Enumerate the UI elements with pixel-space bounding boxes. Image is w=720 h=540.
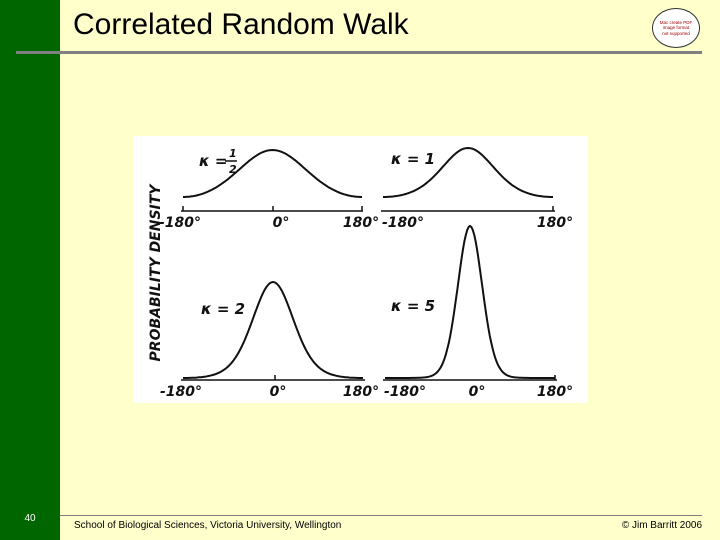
logo-line: image format bbox=[662, 25, 690, 31]
sidebar-bar bbox=[0, 0, 60, 540]
von-mises-figure: PROBABILITY DENSITY κ = 1 2 -180° 0° 180… bbox=[133, 136, 588, 403]
tick-label-left: -180° bbox=[159, 215, 201, 231]
panel-kappa-1: κ = 1 -180° 180° bbox=[381, 146, 573, 231]
tick-label-left: -180° bbox=[384, 384, 426, 400]
y-axis-label: PROBABILITY DENSITY bbox=[148, 183, 164, 362]
density-curve bbox=[183, 280, 363, 379]
panel-kappa-2: κ = 2 -180° 0° 180° bbox=[160, 280, 379, 400]
footer-divider bbox=[60, 515, 702, 516]
kappa-label: κ = 1 bbox=[391, 150, 435, 168]
kappa-label: κ = 2 bbox=[201, 300, 245, 318]
footer-copyright: © Jim Barritt 2006 bbox=[621, 520, 702, 531]
density-curve bbox=[385, 224, 555, 379]
tick-label-mid: 0° bbox=[270, 384, 287, 400]
density-curve bbox=[383, 146, 553, 198]
kappa-label-prefix: κ = bbox=[199, 152, 227, 170]
tick-label-left: -180° bbox=[160, 384, 202, 400]
logo-line: Mac create PDF bbox=[659, 19, 693, 25]
tick-label-left: -180° bbox=[382, 215, 424, 231]
tick-label-right: 180° bbox=[537, 384, 573, 400]
tick-label-right: 180° bbox=[537, 215, 573, 231]
footer-institution: School of Biological Sciences, Victoria … bbox=[74, 520, 342, 531]
kappa-label: κ = 5 bbox=[391, 297, 435, 315]
title-divider bbox=[16, 51, 702, 54]
tick-label-mid: 0° bbox=[273, 215, 290, 231]
logo-placeholder: Mac create PDF image format not supporte… bbox=[652, 8, 700, 48]
figure-svg: PROBABILITY DENSITY κ = 1 2 -180° 0° 180… bbox=[148, 146, 573, 400]
slide-number: 40 bbox=[24, 513, 36, 524]
panel-kappa-half: κ = 1 2 -180° 0° 180° bbox=[159, 147, 379, 231]
tick-label-right: 180° bbox=[343, 215, 379, 231]
density-curve bbox=[183, 148, 362, 198]
logo-line: not supported bbox=[662, 30, 690, 36]
panel-kappa-5: κ = 5 -180° 0° 180° bbox=[383, 224, 573, 400]
tick-label-right: 180° bbox=[343, 384, 379, 400]
kappa-fraction-num: 1 bbox=[229, 147, 237, 160]
kappa-fraction-den: 2 bbox=[229, 163, 237, 176]
tick-label-mid: 0° bbox=[469, 384, 486, 400]
slide-title: Correlated Random Walk bbox=[73, 8, 409, 41]
